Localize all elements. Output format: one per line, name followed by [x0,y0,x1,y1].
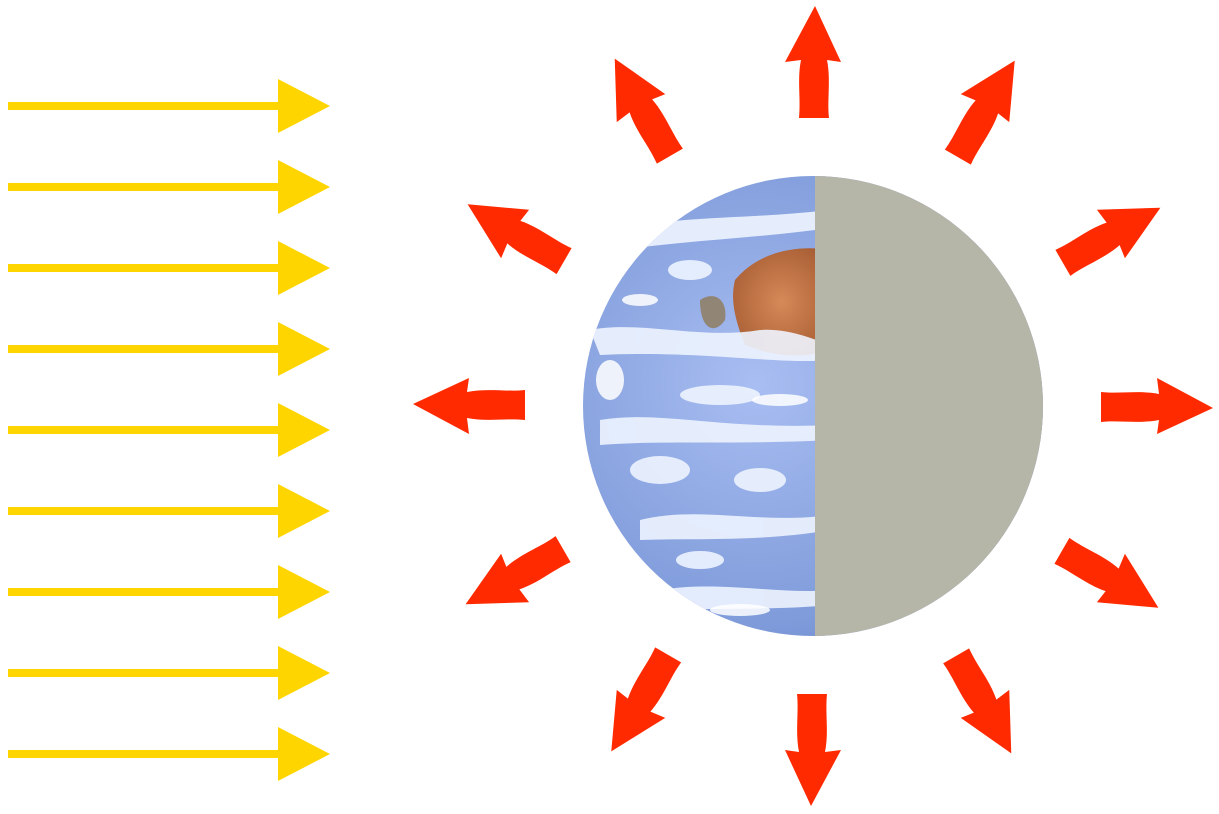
outgoing-arrow-icon [614,58,683,164]
outgoing-arrow-icon [943,648,1012,754]
incoming-arrow-icon [8,727,330,781]
incoming-arrow-icon [8,565,330,619]
outgoing-arrow-icon [1054,537,1159,608]
incoming-arrow-icon [8,160,330,214]
outgoing-arrow-icon [785,6,841,118]
outgoing-arrow-icon [611,647,682,752]
incoming-arrow-icon [8,241,330,295]
incoming-arrow-icon [8,403,330,457]
outgoing-arrow-icon [465,536,571,605]
outgoing-radiation [413,6,1213,806]
incoming-arrow-icon [8,322,330,376]
outgoing-arrow-icon [1055,207,1161,276]
incoming-arrow-icon [8,79,330,133]
outgoing-arrow-icon [467,204,572,275]
outgoing-arrow-icon [1101,378,1213,434]
outgoing-arrow-icon [785,694,841,806]
earth-globe-icon [583,176,1043,636]
outgoing-arrow-icon [944,60,1015,165]
outgoing-arrow-icon [413,378,525,434]
incoming-radiation [8,79,330,781]
incoming-arrow-icon [8,484,330,538]
incoming-arrow-icon [8,646,330,700]
